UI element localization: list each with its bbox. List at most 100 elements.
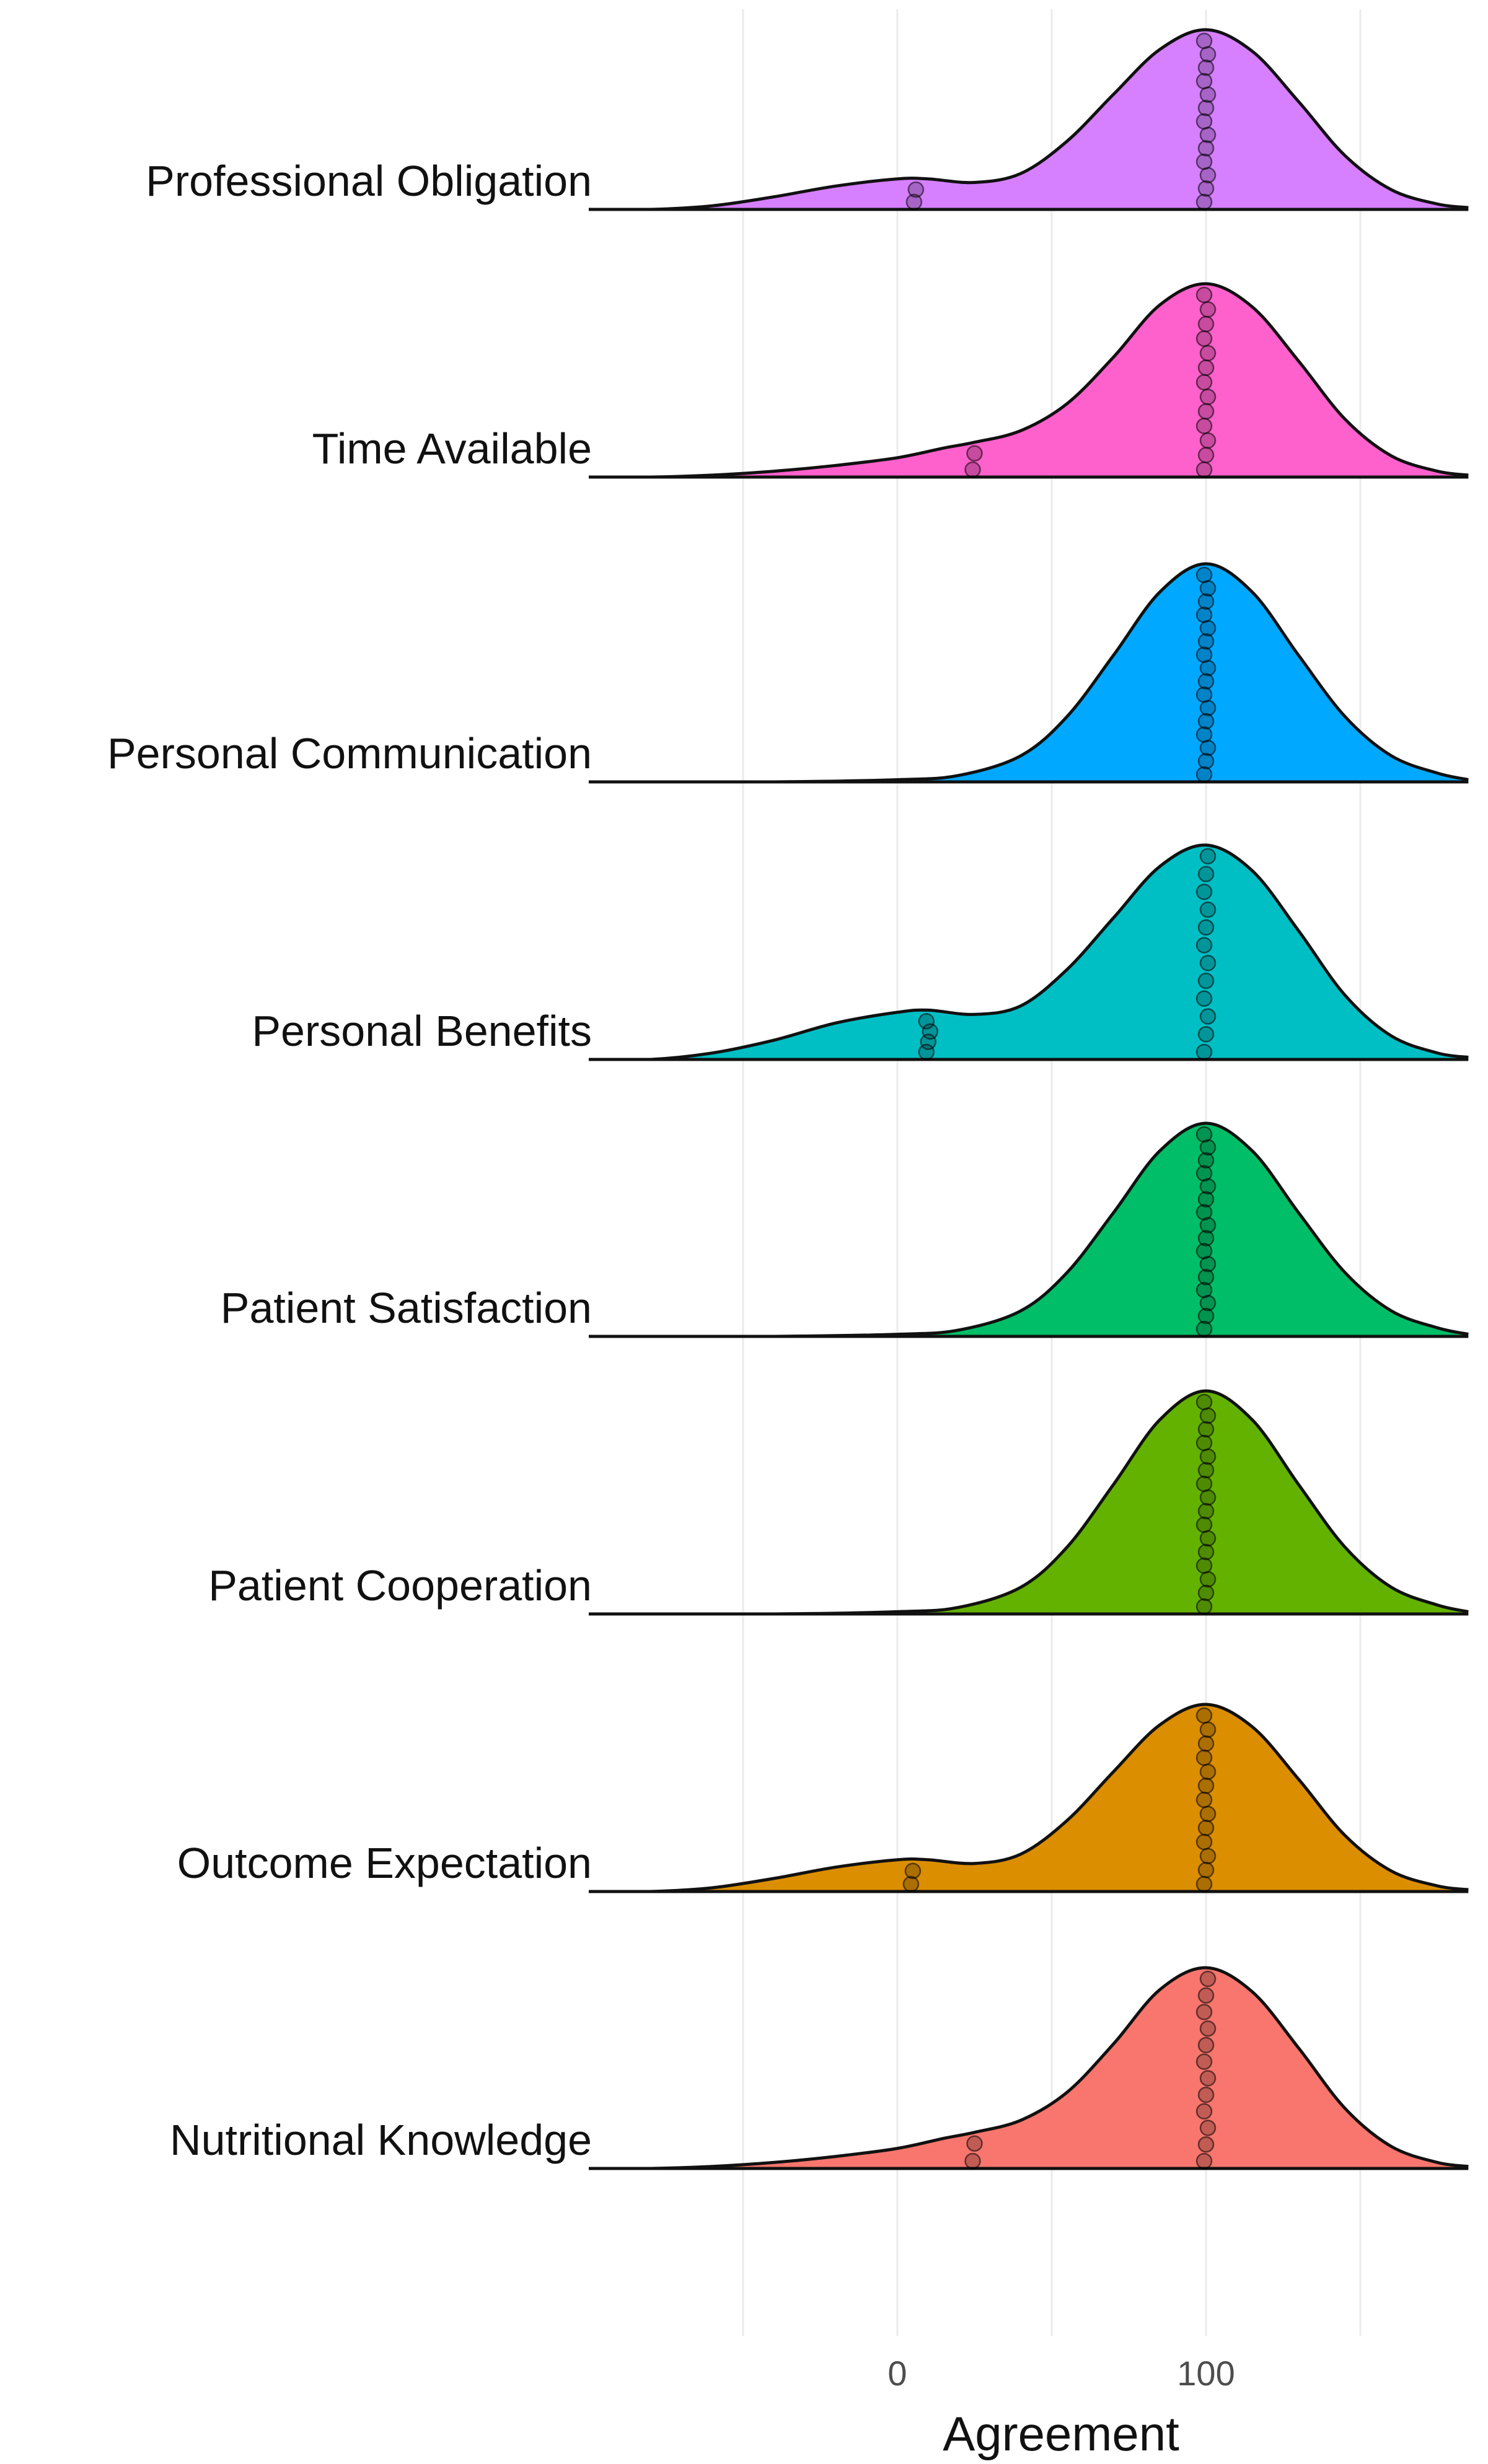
data-point [1199,1970,1217,1988]
data-point [1199,699,1217,716]
ridge-density-line [589,843,1469,1061]
data-point [1199,2070,1217,2087]
category-label: Patient Satisfaction [221,1284,592,1332]
ridge-4 [589,1121,1469,1338]
data-point [1199,1571,1217,1588]
data-point [1197,972,1215,989]
data-point [1195,1165,1213,1182]
data-point [1195,1126,1213,1143]
data-point [1199,1721,1217,1738]
category-label: Nutritional Knowledge [170,2116,592,2164]
data-point [1197,673,1215,690]
ridge-6 [588,1703,1469,1893]
data-point [1199,620,1217,637]
data-point [1197,447,1215,463]
data-point [1195,1516,1213,1533]
ridge-area [589,283,1469,477]
category-label: Time Available [312,424,592,473]
data-point [1197,633,1215,650]
category-label: Patient Cooperation [208,1561,592,1610]
data-point [1195,566,1213,584]
data-point [1195,1557,1213,1574]
data-point [1197,1862,1215,1879]
data-point [1197,1307,1215,1325]
data-point [1197,1584,1215,1602]
data-point [1195,1434,1213,1452]
data-point [1197,919,1215,936]
data-point [1195,726,1213,743]
data-point [1199,1763,1217,1780]
data-point [964,2152,981,2170]
ridge-area [589,1967,1469,2168]
data-point [1197,403,1215,420]
data-point [1197,1778,1215,1794]
data-point [1195,330,1213,347]
data-point [1197,140,1215,157]
x-tick-label: 100 [1177,2354,1235,2393]
category-label: Professional Obligation [146,157,592,205]
data-point [1199,126,1217,143]
data-point [1195,1791,1213,1809]
data-point [1195,1043,1213,1061]
data-point [1197,359,1215,376]
data-point [1199,1256,1217,1273]
data-point [1199,344,1217,362]
data-point [1195,937,1213,954]
data-point [1199,1407,1217,1424]
data-point [1197,1735,1215,1752]
data-point [1197,593,1215,610]
ridge-area [589,564,1469,782]
data-point [1195,607,1213,623]
data-point [1199,86,1217,103]
data-point [966,2135,983,2152]
ridge-density-line [589,1966,1469,2170]
data-point [1195,2004,1213,2020]
ridge-1 [589,282,1469,479]
data-point [1195,193,1213,211]
data-point [1199,1489,1217,1506]
ridge-density-line [588,28,1469,211]
data-point [1195,1243,1213,1260]
data-point [1197,180,1215,197]
data-point [1197,753,1215,769]
data-point [1195,374,1213,391]
data-point [1195,1833,1213,1851]
data-point [1199,1294,1217,1312]
data-point [1197,1191,1215,1208]
ridge-area [589,1123,1469,1336]
x-axis: Agreement 0 100 [887,2354,1235,2461]
ridge-area [589,844,1469,1059]
data-point [1195,72,1213,90]
category-label: Outcome Expectation [177,1839,592,1887]
data-point [1199,2120,1217,2136]
data-point [1195,1204,1213,1221]
data-point [1195,286,1213,304]
data-point [1199,167,1217,183]
x-axis-title: Agreement [943,2406,1179,2461]
data-point [1197,315,1215,333]
data-point [1195,418,1213,434]
data-point [1197,1152,1215,1169]
category-label: Personal Communication [107,729,592,778]
data-point [1197,1462,1215,1479]
data-point [1197,2086,1215,2103]
data-point [1199,1848,1217,1864]
data-point [1195,1875,1213,1893]
data-point [1197,1269,1215,1286]
data-point [1195,990,1213,1007]
data-point [922,1023,939,1040]
ridge-area [589,1704,1469,1892]
data-point [1195,113,1213,130]
data-point [1195,1598,1213,1615]
data-point [1195,1281,1213,1299]
data-point [1195,1475,1213,1493]
data-point [1195,1707,1213,1724]
data-point [1199,301,1217,318]
data-point [1199,1805,1217,1822]
data-point [1197,1820,1215,1836]
ridge-2 [588,562,1469,784]
data-point [1195,646,1213,664]
ridge-area [589,29,1469,209]
data-point [1195,1393,1213,1411]
